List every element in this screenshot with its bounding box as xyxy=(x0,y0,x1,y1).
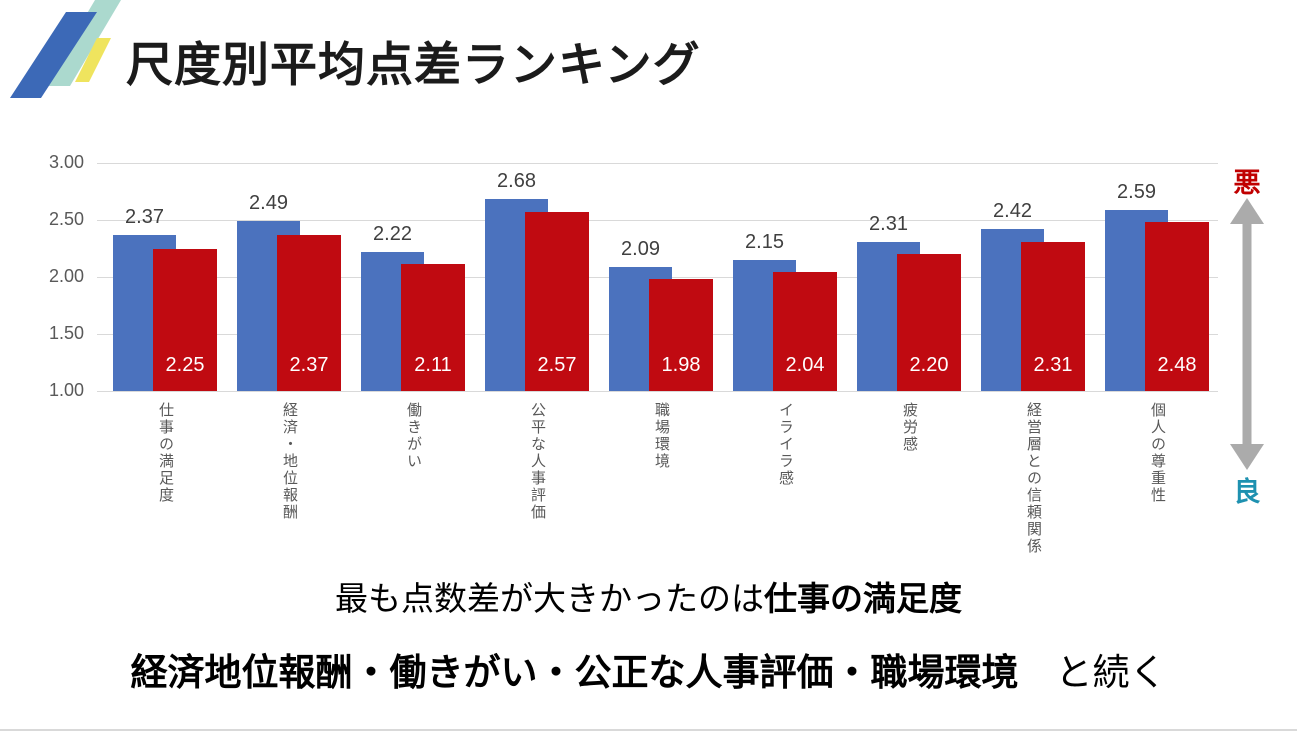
double-arrow-icon xyxy=(1227,198,1267,475)
data-label-series2: 2.11 xyxy=(414,354,452,376)
bar-series2-7 xyxy=(1021,241,1085,391)
caption1-regular-text: 最も点数差が大きかったのは xyxy=(335,580,764,617)
page-title: 尺度別平均点差ランキング xyxy=(126,38,701,91)
data-label-series2: 2.31 xyxy=(1033,354,1073,376)
logo-icon xyxy=(0,0,130,110)
plot-area: 2.37 2.25 2.49 2.37 2.22 2.11 2.68 2.57 2.09 1.98… xyxy=(97,163,1218,392)
caption-line-2: 経済地位報酬・働きがい・公正な人事評価・職場環境 と続く xyxy=(0,642,1297,696)
x-category-label: 働きがい xyxy=(405,402,422,470)
y-tick-label: 1.50 xyxy=(48,323,84,343)
bar-series2-8 xyxy=(1145,222,1209,391)
bar-series2-0 xyxy=(153,248,217,391)
gridline xyxy=(97,163,1218,164)
scale-label-bad: 悪 xyxy=(1233,168,1261,198)
data-label-series2: 1.98 xyxy=(661,354,701,376)
bar-series2-3 xyxy=(525,212,589,391)
x-category-label: 疲労感 xyxy=(901,402,918,453)
x-category-label: 職場環境 xyxy=(653,402,670,470)
data-label-series2: 2.25 xyxy=(165,354,205,376)
data-label-series2: 2.48 xyxy=(1157,354,1197,376)
bar-series2-1 xyxy=(277,234,341,391)
logo-shapes-icon xyxy=(10,0,121,98)
data-label-series1: 2.09 xyxy=(621,237,660,260)
data-label-series1: 2.22 xyxy=(373,222,412,245)
y-tick-label: 3.00 xyxy=(48,152,84,172)
data-label-series1: 2.42 xyxy=(993,200,1032,223)
data-label-series2: 2.20 xyxy=(909,354,949,376)
data-label-series1: 2.37 xyxy=(125,205,164,228)
gridline xyxy=(97,220,1218,221)
bar-series2-6 xyxy=(897,254,961,391)
caption2-regular-text: と続く xyxy=(1018,652,1167,693)
x-category-label: イライラ感 xyxy=(777,402,794,487)
x-category-label: 経済・地位報酬 xyxy=(281,402,298,521)
logo-teal-stripe xyxy=(44,0,121,86)
y-tick-label: 2.50 xyxy=(48,209,84,229)
bar-series2-5 xyxy=(773,272,837,391)
logo-yellow-stripe xyxy=(75,38,111,82)
gridline xyxy=(97,391,1218,392)
data-label-series1: 2.68 xyxy=(497,170,536,193)
data-label-series1: 2.59 xyxy=(1117,180,1156,203)
data-label-series1: 2.49 xyxy=(249,192,288,215)
x-category-label: 公平な人事評価 xyxy=(529,402,546,521)
caption2-bold-text: 経済地位報酬・働きがい・公正な人事評価・職場環境 xyxy=(130,652,1019,693)
data-label-series1: 2.15 xyxy=(745,230,784,253)
data-label-series2: 2.04 xyxy=(785,354,825,376)
data-label-series2: 2.57 xyxy=(537,354,577,376)
y-tick-label: 1.00 xyxy=(48,380,84,400)
caption1-bold-text: 仕事の満足度 xyxy=(764,580,962,617)
y-tick-label: 2.00 xyxy=(48,266,84,286)
x-category-label: 個人の尊重性 xyxy=(1149,402,1166,504)
x-axis: 仕事の満足度 経済・地位報酬 働きがい 公平な人事評価 職場環境 イライラ感 疲労感 経営層と… xyxy=(97,402,1218,567)
logo-blue-stripe xyxy=(10,12,97,98)
scale-label-good: 良 xyxy=(1233,477,1261,507)
data-label-series1: 2.31 xyxy=(869,212,908,235)
bar-series2-4 xyxy=(649,279,713,391)
bar-series2-2 xyxy=(401,264,465,391)
caption-line-1: 最も点数差が大きかったのは仕事の満足度 xyxy=(0,572,1297,620)
x-category-label: 経営層との信頼関係 xyxy=(1025,402,1042,555)
data-label-series2: 2.37 xyxy=(289,354,329,376)
x-category-label: 仕事の満足度 xyxy=(157,402,174,504)
